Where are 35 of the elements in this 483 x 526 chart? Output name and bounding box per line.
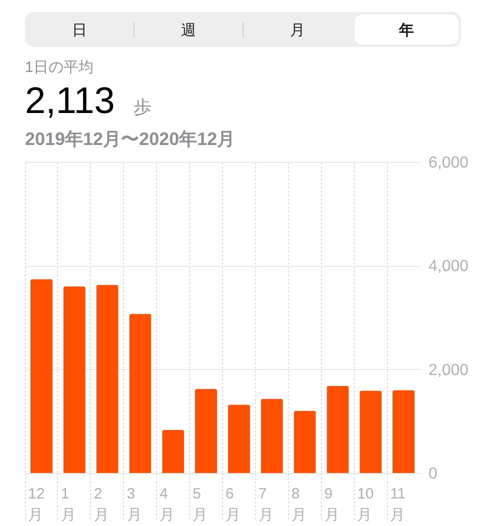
bar — [195, 389, 218, 473]
text: 日 — [72, 22, 87, 39]
text: 週 — [181, 22, 196, 39]
x-tick-label: 4月 — [160, 486, 175, 524]
bar — [228, 404, 250, 473]
x-tick-label: 5月 — [192, 486, 208, 524]
x-tick-label: 10月 — [357, 486, 374, 524]
bar — [326, 386, 349, 473]
bar — [392, 390, 415, 473]
x-tick-label: 12 月 — [28, 486, 45, 524]
x-tick-label: 3月 — [126, 486, 142, 524]
x-tick-label: 6月 — [226, 486, 240, 524]
y-tick-label: 2,000 — [428, 362, 469, 379]
bar — [63, 286, 86, 473]
chart-title: 1日の平均 — [25, 59, 94, 76]
x-tick-label: 9月 — [324, 486, 340, 524]
bar — [162, 430, 184, 473]
y-tick-label: 0 — [428, 466, 438, 482]
x-tick-label: 2月 — [94, 486, 109, 524]
bar — [30, 279, 52, 473]
bar — [96, 284, 118, 473]
y-tick-label: 6,000 — [428, 154, 469, 172]
text: 2019年12月〜2020年12月 — [25, 129, 236, 149]
x-tick-label: 11月 — [390, 486, 406, 524]
bar — [294, 410, 316, 473]
chart-subtitle: 2,113 歩 — [25, 80, 152, 121]
bar — [360, 390, 382, 473]
x-tick-label: 8月 — [291, 486, 306, 524]
x-tick-label: 1月 — [60, 486, 76, 524]
text: 年 — [398, 22, 414, 39]
bar — [129, 314, 152, 473]
text: 月 — [290, 22, 305, 39]
bar — [260, 398, 283, 473]
x-tick-label: 7月 — [258, 486, 274, 524]
y-tick-label: 4,000 — [428, 258, 469, 276]
